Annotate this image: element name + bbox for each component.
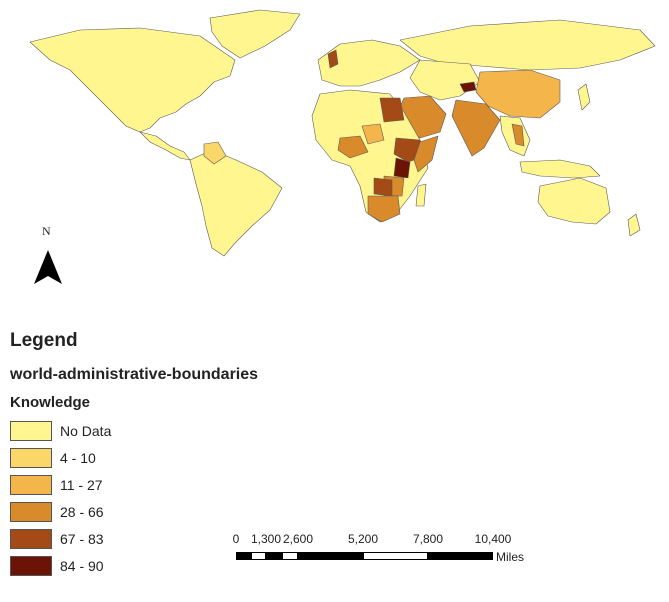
legend-row: 4 - 10 xyxy=(10,444,258,471)
north-asia xyxy=(399,19,656,71)
legend-row: 28 - 66 xyxy=(10,498,258,525)
north-america xyxy=(29,27,236,133)
legend-swatch xyxy=(10,447,52,468)
legend-swatch xyxy=(10,474,52,495)
europe xyxy=(317,39,421,87)
scale-tick-label: 10,400 xyxy=(474,532,512,546)
scale-bar: 0 1,300 2,600 5,200 7,800 10,400 Miles xyxy=(228,532,548,572)
scale-tick-label: 1,300 xyxy=(250,532,282,546)
country-zambia xyxy=(373,177,393,197)
legend-label: No Data xyxy=(60,422,112,439)
scale-segment xyxy=(282,552,298,560)
legend-row: 67 - 83 xyxy=(10,525,258,552)
legend-label: 4 - 10 xyxy=(60,449,96,466)
country-vietnam xyxy=(511,123,525,147)
australia xyxy=(537,177,611,225)
indonesia xyxy=(519,159,601,179)
legend-label: 28 - 66 xyxy=(60,503,104,520)
country-chad xyxy=(361,123,385,145)
scale-units-label: Miles xyxy=(496,550,525,564)
scale-segment xyxy=(251,552,266,560)
north-arrow-icon xyxy=(34,250,62,284)
scale-segment xyxy=(363,552,428,560)
legend: Legend world-administrative-boundaries K… xyxy=(10,330,258,579)
legend-label: 84 - 90 xyxy=(60,557,104,574)
legend-layer-name: world-administrative-boundaries xyxy=(10,366,259,383)
world-map xyxy=(0,0,669,300)
scale-tick-label: 5,200 xyxy=(347,532,379,546)
south-america xyxy=(189,149,283,257)
legend-field-name: Knowledge xyxy=(10,394,91,411)
legend-title: Legend xyxy=(10,330,78,351)
legend-row: No Data xyxy=(10,417,258,444)
country-india xyxy=(451,99,501,157)
scale-segment xyxy=(298,552,363,560)
legend-swatch xyxy=(10,420,52,441)
scale-segment xyxy=(428,552,493,560)
country-south-africa xyxy=(367,195,401,223)
scale-segment xyxy=(236,552,251,560)
legend-row: 11 - 27 xyxy=(10,471,258,498)
greenland xyxy=(209,9,301,59)
country-egypt xyxy=(379,97,405,123)
legend-swatch xyxy=(10,501,52,522)
scale-tick-label: 2,600 xyxy=(282,532,314,546)
map-canvas xyxy=(29,9,656,257)
country-kenya xyxy=(393,157,411,179)
new-zealand xyxy=(627,213,641,237)
country-china xyxy=(475,69,561,119)
central-america xyxy=(139,131,191,161)
country-uk xyxy=(327,49,339,69)
country-madagascar xyxy=(415,183,427,207)
country-nigeria xyxy=(337,135,369,159)
legend-label: 67 - 83 xyxy=(60,530,104,547)
legend-label: 11 - 27 xyxy=(60,476,103,493)
north-label: N xyxy=(42,224,51,238)
legend-swatch xyxy=(10,528,52,549)
scale-tick-label: 0 xyxy=(232,532,240,546)
country-colombia xyxy=(203,141,227,165)
scale-tick-label: 7,800 xyxy=(412,532,444,546)
legend-swatch xyxy=(10,555,52,576)
country-somalia xyxy=(413,135,439,173)
scale-segment xyxy=(266,552,282,560)
country-japan xyxy=(577,83,591,111)
country-tajikistan xyxy=(459,81,477,93)
central-asia xyxy=(409,59,481,101)
legend-row: 84 - 90 xyxy=(10,552,258,579)
